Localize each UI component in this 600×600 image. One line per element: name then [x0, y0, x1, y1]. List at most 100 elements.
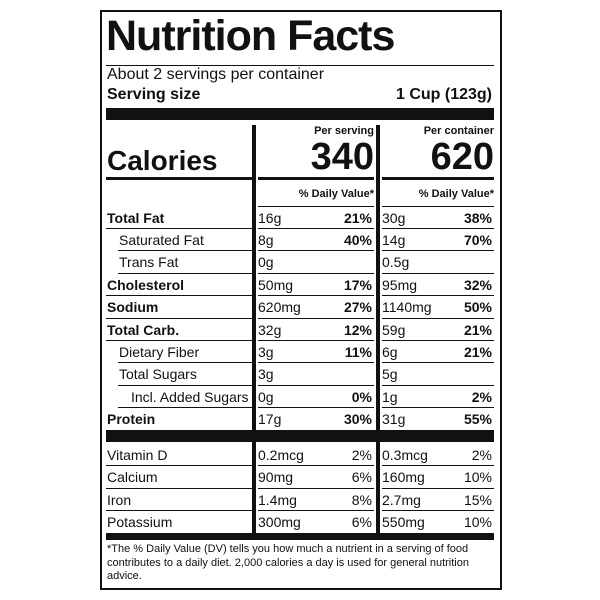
- daily-value: 17%: [343, 276, 372, 293]
- nutrient-name: Total Carb.: [107, 321, 180, 338]
- divider: [382, 272, 494, 274]
- daily-value: 12%: [343, 321, 372, 338]
- amount: 0.3mcg: [382, 447, 428, 463]
- divider: [382, 206, 494, 207]
- daily-value: 70%: [463, 231, 492, 248]
- daily-value: 10%: [463, 514, 492, 531]
- nutrient-name: Trans Fat: [119, 254, 179, 271]
- thick-bar: [106, 533, 494, 540]
- thick-bar: [106, 108, 494, 120]
- daily-value: 40%: [343, 231, 372, 248]
- divider: [382, 227, 494, 229]
- divider: [258, 250, 374, 252]
- column-header: Per serving: [314, 125, 374, 137]
- divider: [118, 250, 252, 252]
- divider: [106, 295, 252, 297]
- daily-value: 2%: [471, 447, 492, 463]
- calories-label: Calories: [107, 145, 218, 176]
- divider: [106, 227, 252, 229]
- column-divider: [252, 442, 256, 533]
- daily-value: 15%: [463, 491, 492, 508]
- amount: 1.4mg: [258, 491, 297, 508]
- column-divider: [376, 442, 380, 533]
- daily-value: 32%: [463, 276, 492, 293]
- nutrient-name: Cholesterol: [107, 276, 185, 293]
- nutrient-name: Protein: [107, 411, 156, 428]
- divider: [382, 295, 494, 297]
- label-frame: [100, 10, 502, 590]
- amount: 95mg: [382, 276, 418, 293]
- daily-value: 27%: [343, 299, 372, 316]
- nutrient-name: Iron: [107, 491, 132, 508]
- divider: [382, 487, 494, 489]
- dv-header: % Daily Value*: [298, 188, 374, 200]
- amount: 90mg: [258, 469, 294, 486]
- divider: [106, 465, 252, 467]
- amount: 14g: [382, 231, 406, 248]
- daily-value: 2%: [471, 388, 492, 405]
- daily-value: 0%: [351, 388, 372, 405]
- amount: 620mg: [258, 299, 301, 316]
- amount: 30g: [382, 209, 406, 226]
- column-divider: [376, 125, 380, 430]
- title: Nutrition Facts: [106, 12, 395, 60]
- divider: [258, 510, 374, 512]
- thick-bar: [106, 430, 494, 442]
- divider: [382, 317, 494, 319]
- divider: [258, 362, 374, 364]
- amount: 16g: [258, 209, 282, 226]
- divider: [106, 510, 252, 512]
- amount: 31g: [382, 411, 406, 428]
- nutrient-name: Potassium: [107, 514, 173, 531]
- daily-value: 2%: [351, 447, 372, 463]
- nutrient-name: Total Fat: [107, 209, 165, 226]
- daily-value: 21%: [463, 321, 492, 338]
- nutrient-name: Incl. Added Sugars: [131, 388, 249, 405]
- amount: 0.2mcg: [258, 447, 304, 463]
- daily-value: 30%: [343, 411, 372, 428]
- divider: [258, 487, 374, 489]
- divider: [258, 295, 374, 297]
- servings: About 2 servings per container: [107, 66, 325, 83]
- divider: [258, 407, 374, 409]
- footnote: *The % Daily Value (DV) tells you how mu…: [107, 543, 469, 582]
- divider: [106, 177, 252, 180]
- daily-value: 6%: [351, 514, 372, 531]
- divider: [118, 384, 252, 386]
- divider: [106, 65, 494, 66]
- nutrient-name: Dietary Fiber: [119, 343, 200, 360]
- amount: 1g: [382, 388, 398, 405]
- amount: 300mg: [258, 514, 301, 531]
- column-header: Per container: [423, 125, 494, 137]
- daily-value: 50%: [463, 299, 492, 316]
- daily-value: 38%: [463, 209, 492, 226]
- divider: [258, 317, 374, 319]
- serving-size-label: Serving size: [107, 86, 201, 103]
- daily-value: 6%: [351, 469, 372, 486]
- divider: [382, 407, 494, 409]
- amount: 50mg: [258, 276, 294, 293]
- divider: [258, 206, 374, 207]
- amount: 0.5g: [382, 254, 410, 271]
- daily-value: 8%: [351, 491, 372, 508]
- daily-value: 11%: [344, 343, 372, 360]
- divider: [106, 317, 252, 319]
- divider: [118, 272, 252, 274]
- divider: [382, 250, 494, 252]
- divider: [382, 384, 494, 386]
- amount: 8g: [258, 231, 274, 248]
- amount: 17g: [258, 411, 282, 428]
- amount: 0g: [258, 388, 274, 405]
- amount: 160mg: [382, 469, 425, 486]
- divider: [118, 407, 252, 409]
- column-divider: [252, 125, 256, 430]
- amount: 59g: [382, 321, 406, 338]
- amount: 3g: [258, 343, 274, 360]
- divider: [106, 339, 252, 341]
- amount: 0g: [258, 254, 274, 271]
- divider: [118, 362, 252, 364]
- divider: [258, 227, 374, 229]
- daily-value: 10%: [463, 469, 492, 486]
- amount: 6g: [382, 343, 398, 360]
- amount: 5g: [382, 366, 398, 383]
